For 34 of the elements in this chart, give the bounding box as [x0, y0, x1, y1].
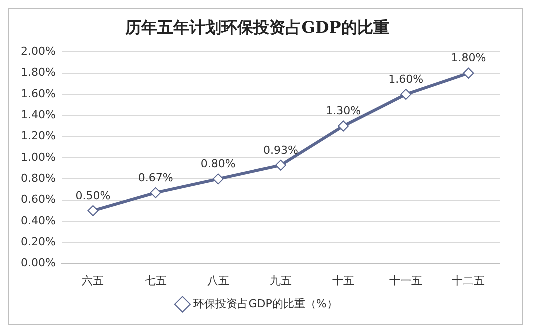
x-tick-label: 七五 — [144, 274, 167, 288]
y-tick-label: 1.00% — [20, 150, 56, 164]
y-tick-label: 1.60% — [20, 87, 56, 100]
chart-title: 历年五年计划环保投资占GDP的比重 — [124, 18, 390, 37]
y-tick-label: 1.40% — [20, 108, 56, 122]
data-label: 0.50% — [76, 189, 111, 202]
x-tick-label: 十五 — [332, 274, 355, 288]
y-tick-label: 0.20% — [20, 236, 56, 248]
y-tick-label: 1.20% — [20, 130, 56, 143]
y-tick-label: 0.60% — [20, 193, 56, 206]
point — [212, 174, 224, 185]
data-label: 1.30% — [326, 104, 362, 118]
x-tick-label: 六五 — [82, 274, 104, 288]
point — [463, 68, 474, 79]
data-label: 1.60% — [388, 72, 424, 86]
x-tick-label: 八五 — [207, 274, 230, 288]
x-tick-label: 九五 — [270, 274, 292, 288]
y-tick-label: 0.40% — [20, 214, 56, 228]
data-label: 0.67% — [138, 171, 174, 184]
y-tick-label: 1.80% — [20, 66, 56, 80]
point — [338, 120, 350, 132]
x-tick-label: 十一五 — [390, 274, 423, 288]
point — [150, 187, 162, 198]
data-label: 1.80% — [451, 52, 486, 65]
data-label: 0.93% — [263, 144, 298, 157]
y-tick-label: 0.00% — [20, 256, 56, 270]
legend-label: 环保投资占GDP的比重（%） — [194, 297, 338, 310]
y-tick-label: 2.00% — [20, 45, 56, 58]
x-tick-label: 十二五 — [452, 274, 486, 288]
point — [88, 205, 99, 216]
point — [275, 160, 286, 171]
y-tick-label: 0.80% — [20, 172, 56, 186]
data-label: 0.80% — [200, 158, 236, 171]
point — [400, 89, 412, 100]
